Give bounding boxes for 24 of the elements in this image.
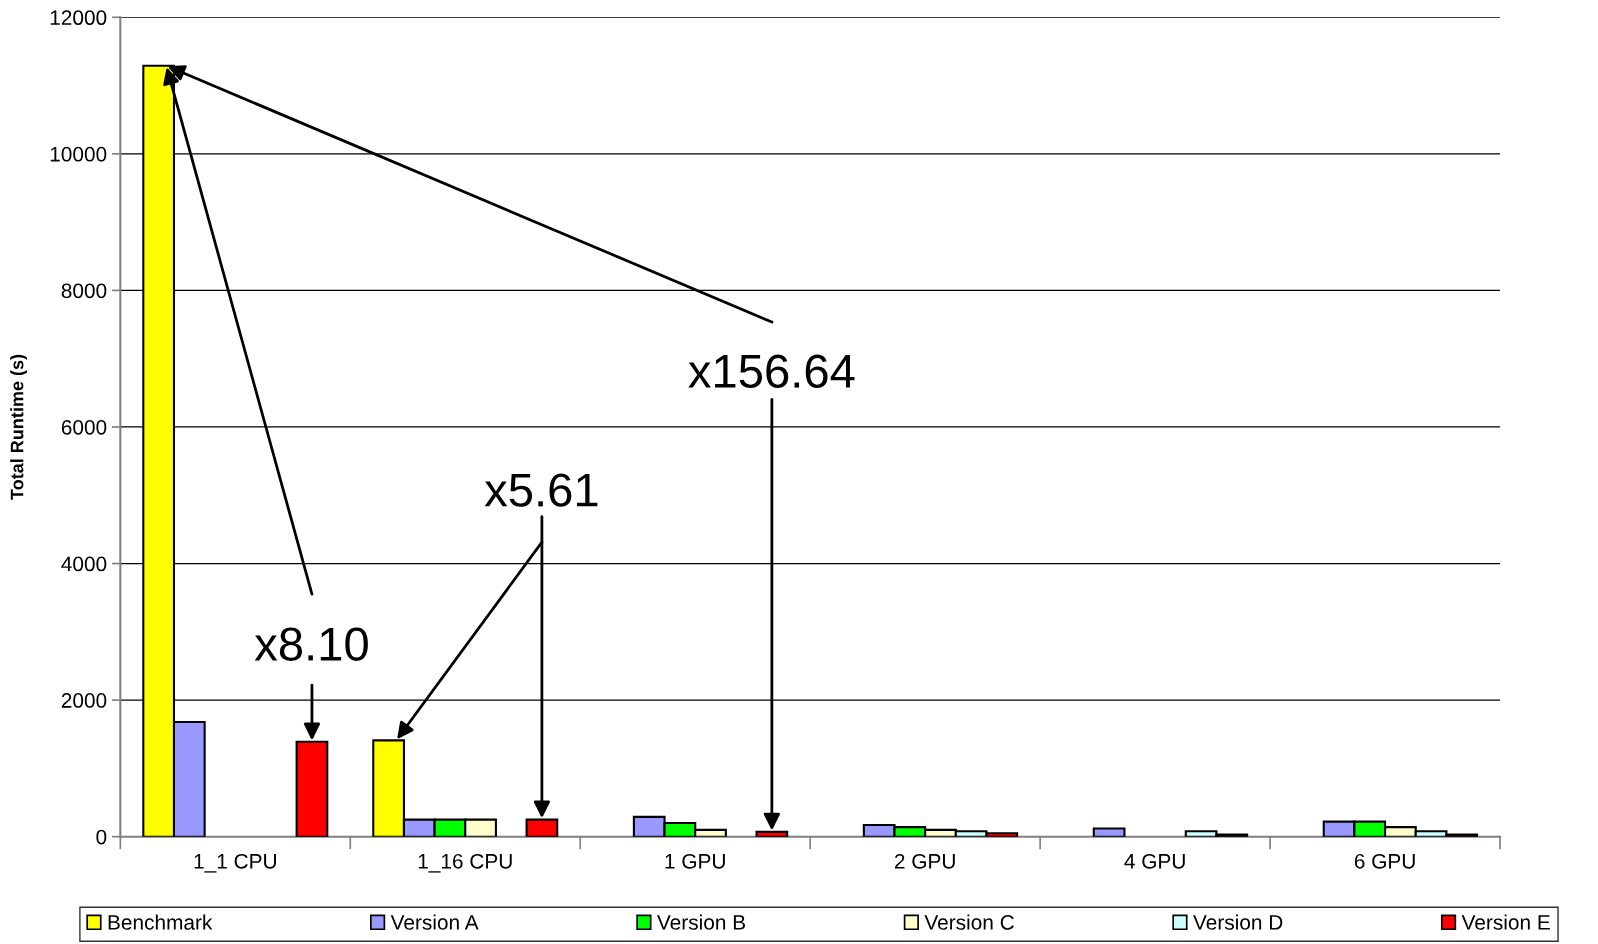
x-tick-label: 1_1 CPU <box>194 853 276 873</box>
y-tick-label: 0 <box>96 829 107 845</box>
legend-label: Version D <box>1193 914 1283 930</box>
y-tick-label: 8000 <box>61 283 107 299</box>
x-tick-label: 1 GPU <box>665 853 725 869</box>
y-tick-label: 10000 <box>50 146 107 162</box>
x-tick-label: 4 GPU <box>1124 853 1185 869</box>
legend-label: Version C <box>924 914 1014 930</box>
x-tick-label: 2 GPU <box>894 853 955 869</box>
y-tick-label: 12000 <box>50 10 107 26</box>
annotation: x8.10 <box>254 627 368 661</box>
x-tick-label: 6 GPU <box>1354 853 1415 869</box>
annotation: x5.61 <box>484 473 598 507</box>
legend-label: Benchmark <box>108 914 213 930</box>
legend-label: Version B <box>657 914 746 930</box>
x-tick-label: 1_16 CPU <box>418 853 512 873</box>
annotation: x156.64 <box>688 354 855 389</box>
legend-label: Version A <box>390 914 479 930</box>
y-tick-label: 4000 <box>61 556 107 572</box>
y-tick-label: 6000 <box>61 419 107 435</box>
legend-label: Version E <box>1461 914 1550 930</box>
y-axis-title: Total Runtime (s) <box>10 354 27 500</box>
bar <box>1092 827 1126 837</box>
y-tick-label: 2000 <box>61 693 107 708</box>
